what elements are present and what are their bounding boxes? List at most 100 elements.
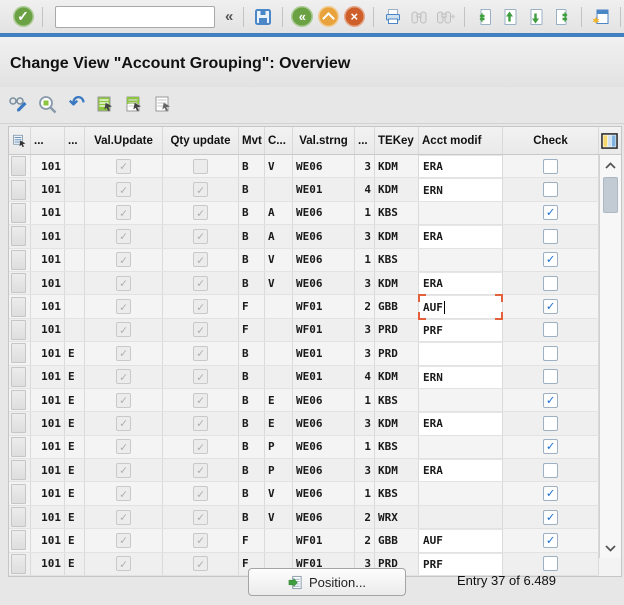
checkbox[interactable]	[543, 532, 558, 548]
scroll-down-icon[interactable]	[600, 540, 621, 556]
check-checkbox[interactable]	[503, 342, 599, 365]
check-checkbox[interactable]	[503, 295, 599, 318]
row-selector-button[interactable]	[11, 483, 26, 504]
checkbox[interactable]	[543, 228, 558, 244]
row-selector-button[interactable]	[11, 179, 26, 200]
check-checkbox[interactable]	[503, 271, 599, 295]
acct-modif-cell[interactable]: PRF	[419, 318, 503, 342]
new-session-icon[interactable]	[590, 6, 612, 28]
first-page-icon[interactable]	[473, 6, 495, 28]
acct-modif-input[interactable]: ERN	[419, 178, 502, 201]
check-checkbox[interactable]	[503, 505, 599, 529]
table-row[interactable]: 101EBEWE061KBS	[9, 388, 599, 413]
next-page-icon[interactable]	[525, 6, 547, 28]
previous-page-icon[interactable]	[499, 6, 521, 28]
check-checkbox[interactable]	[503, 178, 599, 201]
acct-modif-input[interactable]: ERA	[419, 459, 502, 482]
row-selector[interactable]	[9, 388, 31, 412]
row-selector[interactable]	[9, 342, 31, 365]
row-selector-button[interactable]	[11, 553, 26, 574]
acct-modif-cell[interactable]: ERA	[419, 412, 503, 435]
row-selector-button[interactable]	[11, 413, 26, 434]
undo-icon[interactable]: ↶	[69, 92, 85, 114]
acct-modif-cell[interactable]: ERA	[419, 459, 503, 482]
row-selector[interactable]	[9, 295, 31, 318]
checkbox[interactable]	[543, 509, 558, 525]
row-selector-button[interactable]	[11, 296, 26, 317]
row-selector[interactable]	[9, 365, 31, 388]
collapse-chevrons[interactable]: «	[225, 8, 234, 25]
acct-modif-input[interactable]: PRF	[419, 552, 502, 576]
check-checkbox[interactable]	[503, 552, 599, 576]
check-checkbox[interactable]	[503, 201, 599, 225]
check-checkbox[interactable]	[503, 482, 599, 505]
acct-modif-input[interactable]: ERN	[419, 365, 502, 388]
deselect-all-icon[interactable]	[153, 94, 175, 116]
last-page-icon[interactable]	[551, 6, 573, 28]
checkbox[interactable]	[543, 392, 558, 408]
checkbox[interactable]	[543, 462, 558, 478]
row-selector-button[interactable]	[11, 249, 26, 270]
check-checkbox[interactable]	[503, 459, 599, 482]
acct-modif-input[interactable]	[419, 342, 502, 365]
checkbox[interactable]	[543, 345, 558, 361]
checkbox[interactable]	[543, 369, 558, 385]
row-selector[interactable]	[9, 248, 31, 271]
checkbox[interactable]	[543, 322, 558, 338]
row-selector[interactable]	[9, 435, 31, 459]
check-checkbox[interactable]	[503, 225, 599, 248]
acct-modif-input[interactable]: AUF	[419, 529, 502, 552]
row-selector-button[interactable]	[11, 436, 26, 457]
row-selector[interactable]	[9, 505, 31, 529]
scroll-up-icon[interactable]	[600, 157, 621, 173]
row-selector[interactable]	[9, 225, 31, 248]
row-selector-button[interactable]	[11, 202, 26, 223]
acct-modif-cell[interactable]: AUF	[419, 529, 503, 552]
acct-modif-cell[interactable]: ERA	[419, 271, 503, 295]
checkbox[interactable]	[543, 275, 558, 291]
check-checkbox[interactable]	[503, 435, 599, 459]
row-selector-button[interactable]	[11, 366, 26, 387]
row-selector[interactable]	[9, 482, 31, 505]
acct-modif-cell[interactable]: PRF	[419, 552, 503, 576]
exit-icon[interactable]: ×	[343, 6, 365, 28]
acct-modif-input[interactable]: AUF	[418, 294, 503, 321]
row-selector-button[interactable]	[11, 343, 26, 364]
row-selector[interactable]	[9, 552, 31, 576]
row-selector-button[interactable]	[11, 273, 26, 294]
check-checkbox[interactable]	[503, 388, 599, 412]
row-selector[interactable]	[9, 271, 31, 295]
save-icon[interactable]	[252, 6, 274, 28]
enter-icon[interactable]: ✓	[12, 6, 34, 28]
acct-modif-cell[interactable]: ERA	[419, 225, 503, 248]
row-selector-button[interactable]	[11, 390, 26, 411]
acct-modif-input[interactable]: ERA	[419, 225, 502, 248]
vertical-scrollbar[interactable]	[599, 155, 621, 558]
checkbox[interactable]	[543, 252, 558, 268]
select-block-icon[interactable]	[124, 94, 146, 116]
checkbox[interactable]	[543, 556, 558, 572]
up-icon[interactable]	[317, 6, 339, 28]
checkbox[interactable]	[543, 486, 558, 502]
check-checkbox[interactable]	[503, 412, 599, 435]
acct-modif-cell[interactable]: ERN	[419, 178, 503, 201]
row-selector-button[interactable]	[11, 226, 26, 247]
row-selector-button[interactable]	[11, 460, 26, 481]
checkbox[interactable]	[543, 182, 558, 198]
select-all-rows-icon[interactable]	[9, 127, 31, 154]
scrollbar-thumb[interactable]	[603, 177, 618, 213]
check-checkbox[interactable]	[503, 529, 599, 552]
acct-modif-cell[interactable]: ERA	[419, 155, 503, 178]
